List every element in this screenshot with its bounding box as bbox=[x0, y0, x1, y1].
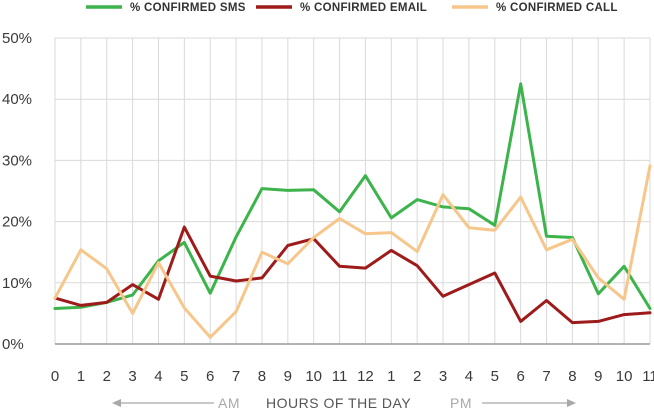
x-tick-label: 0 bbox=[51, 368, 59, 385]
x-tick-label: 6 bbox=[206, 368, 214, 385]
y-tick-label: 20% bbox=[2, 214, 32, 231]
series-lines bbox=[53, 82, 652, 339]
x-tick-label: 10 bbox=[616, 368, 633, 385]
y-axis-ticks: 0% 10% 20% 30% 40% 50% bbox=[2, 30, 32, 353]
x-tick-label: 1 bbox=[387, 368, 395, 385]
am-label: AM bbox=[218, 395, 240, 409]
pm-label: PM bbox=[450, 395, 472, 409]
x-tick-label: 12 bbox=[357, 368, 374, 385]
x-tick-label: 9 bbox=[594, 368, 602, 385]
x-tick-label: 8 bbox=[258, 368, 266, 385]
x-tick-label: 4 bbox=[154, 368, 162, 385]
x-tick-label: 9 bbox=[284, 368, 292, 385]
x-tick-label: 2 bbox=[413, 368, 421, 385]
x-tick-label: 4 bbox=[465, 368, 473, 385]
y-tick-label: 50% bbox=[2, 30, 32, 47]
x-tick-label: 3 bbox=[128, 368, 136, 385]
x-tick-label: 5 bbox=[491, 368, 499, 385]
legend: % CONFIRMED SMS % CONFIRMED EMAIL % CONFIR… bbox=[86, 2, 618, 14]
x-tick-label: 1 bbox=[77, 368, 85, 385]
series-line bbox=[53, 164, 652, 339]
legend-label: % CONFIRMED EMAIL bbox=[300, 2, 427, 14]
x-tick-label: 11 bbox=[332, 368, 348, 385]
x-axis-caption: AM HOURS OF THE DAY PM bbox=[112, 395, 576, 409]
pm-arrow-head bbox=[567, 399, 576, 407]
series-line bbox=[53, 225, 652, 325]
x-tick-label: 7 bbox=[542, 368, 550, 385]
y-tick-label: 40% bbox=[2, 91, 32, 108]
x-tick-label: 7 bbox=[232, 368, 240, 385]
grid bbox=[54, 37, 651, 345]
x-axis-label: HOURS OF THE DAY bbox=[266, 395, 411, 409]
series-line bbox=[53, 82, 652, 310]
x-tick-label: 8 bbox=[568, 368, 576, 385]
legend-label: % CONFIRMED SMS bbox=[130, 2, 246, 14]
x-tick-label: 11 bbox=[642, 368, 654, 385]
x-tick-label: 3 bbox=[439, 368, 447, 385]
x-tick-label: 6 bbox=[516, 368, 524, 385]
am-arrow-head bbox=[112, 399, 121, 407]
x-tick-label: 2 bbox=[103, 368, 111, 385]
x-tick-label: 10 bbox=[305, 368, 322, 385]
legend-label: % CONFIRMED CALL bbox=[496, 2, 618, 14]
x-tick-label: 5 bbox=[180, 368, 188, 385]
y-tick-label: 10% bbox=[2, 275, 32, 292]
y-tick-label: 0% bbox=[2, 336, 24, 353]
x-axis-ticks: 0 1 2 3 4 5 6 7 8 9 10 11 12 1 2 3 4 5 6 7 8 9 10 11 bbox=[51, 368, 654, 385]
y-tick-label: 30% bbox=[2, 152, 32, 169]
